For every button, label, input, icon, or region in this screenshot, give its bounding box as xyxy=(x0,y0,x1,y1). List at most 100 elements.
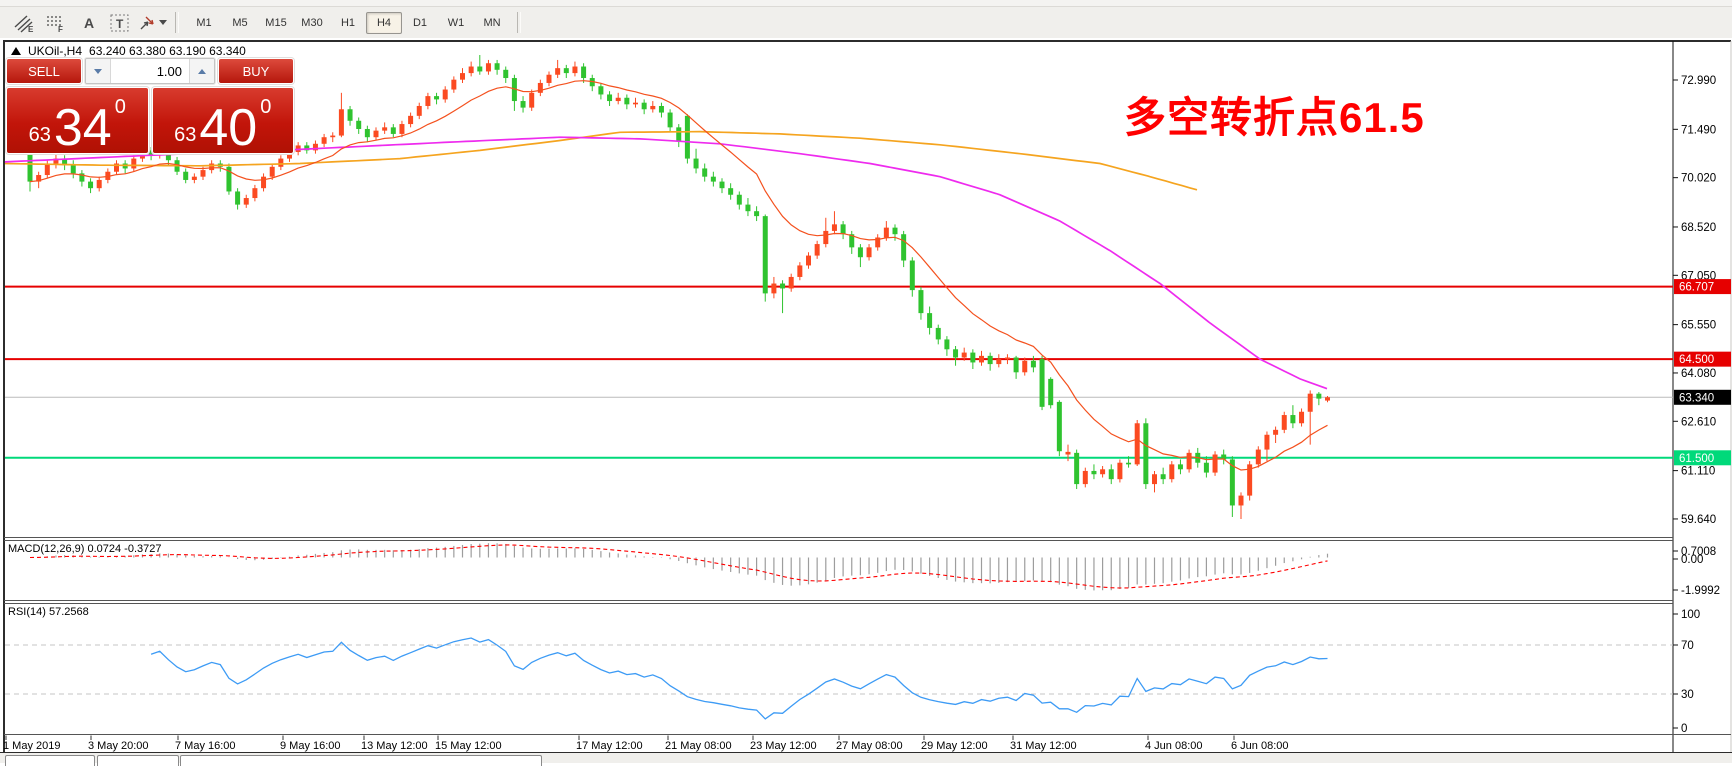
svg-text:71.490: 71.490 xyxy=(1681,124,1716,136)
svg-text:64.500: 64.500 xyxy=(1679,354,1714,366)
svg-text:3 May 20:00: 3 May 20:00 xyxy=(88,740,149,752)
svg-text:29 May 12:00: 29 May 12:00 xyxy=(921,740,988,752)
svg-text:E: E xyxy=(28,25,34,33)
volume-stepper xyxy=(85,58,215,84)
svg-text:30: 30 xyxy=(1681,689,1694,701)
ma-fast-red xyxy=(29,80,1328,471)
sell-price-main: 34 xyxy=(53,99,112,158)
chart-text-annotation: 多空转折点61.5 xyxy=(1124,94,1425,141)
svg-text:63.340: 63.340 xyxy=(1679,392,1714,404)
symbol-period-label: UKOil-,H4 xyxy=(28,44,83,58)
shapes-arrows-icon xyxy=(140,16,154,29)
svg-text:23 May 12:00: 23 May 12:00 xyxy=(750,740,817,752)
fibonacci-tool-button[interactable]: F xyxy=(40,10,72,35)
dropdown-caret-icon xyxy=(158,20,167,25)
svg-text:27 May 08:00: 27 May 08:00 xyxy=(836,740,903,752)
svg-text:66.707: 66.707 xyxy=(1679,282,1714,294)
buy-button[interactable]: BUY xyxy=(218,58,294,84)
tf-button-m1[interactable]: M1 xyxy=(196,16,212,29)
svg-text:A: A xyxy=(84,15,94,31)
chart-tab-bar xyxy=(0,752,1732,766)
text-label-icon: A xyxy=(84,15,94,31)
svg-text:0.00: 0.00 xyxy=(1681,554,1703,566)
svg-text:-1.9992: -1.9992 xyxy=(1681,585,1720,597)
svg-text:21 May 08:00: 21 May 08:00 xyxy=(665,740,732,752)
symbol-marker-icon xyxy=(11,47,21,55)
candlesticks xyxy=(27,55,1330,519)
macd-indicator-label: MACD(12,26,9) 0.0724 -0.3727 xyxy=(8,543,162,555)
svg-text:F: F xyxy=(58,25,63,33)
svg-text:68.520: 68.520 xyxy=(1681,222,1716,234)
chart-title: UKOil-,H4 63.240 63.380 63.190 63.340 xyxy=(11,44,246,58)
svg-text:65.550: 65.550 xyxy=(1681,320,1716,332)
ma-slow-yellow xyxy=(4,130,1198,191)
svg-text:61.500: 61.500 xyxy=(1679,453,1714,465)
svg-text:62.610: 62.610 xyxy=(1681,416,1716,428)
tf-button-h4[interactable]: H4 xyxy=(366,11,402,34)
chart-tab[interactable] xyxy=(97,755,179,766)
chart-tab[interactable] xyxy=(180,755,542,766)
buy-price-prefix: 63 xyxy=(174,124,197,146)
svg-text:0: 0 xyxy=(1681,723,1687,735)
toolbar-separator xyxy=(517,12,521,33)
svg-text:72.990: 72.990 xyxy=(1681,75,1716,87)
svg-text:17 May 12:00: 17 May 12:00 xyxy=(576,740,643,752)
svg-text:70.020: 70.020 xyxy=(1681,173,1716,185)
tf-button-mn[interactable]: MN xyxy=(483,16,501,29)
time-axis: 1 May 2019 3 May 20:00 7 May 16:00 9 May 16… xyxy=(3,735,1289,752)
svg-text:7 May 16:00: 7 May 16:00 xyxy=(175,740,236,752)
main-toolbar: E F A T M1 M5 M15 M30 H1 H4 D1 W1 MN xyxy=(0,7,1732,38)
volume-increase-button[interactable] xyxy=(189,59,214,83)
one-click-trading-panel: SELL BUY 63 34 0 63 40 0 xyxy=(6,58,294,154)
svg-text:31 May 12:00: 31 May 12:00 xyxy=(1010,740,1077,752)
rsi-indicator-label: RSI(14) 57.2568 xyxy=(8,606,89,618)
svg-text:61.110: 61.110 xyxy=(1681,466,1715,478)
sell-price-sup: 0 xyxy=(114,96,126,118)
svg-text:70: 70 xyxy=(1681,640,1694,652)
tf-button-h1[interactable]: H1 xyxy=(340,16,356,29)
sell-price-prefix: 63 xyxy=(28,124,51,146)
buy-price-sup: 0 xyxy=(260,96,272,118)
top-partial-toolbar xyxy=(0,0,1732,7)
channels-tool-button[interactable]: E xyxy=(8,10,40,35)
macd-signal-line xyxy=(29,544,1328,589)
tf-button-d1[interactable]: D1 xyxy=(412,16,428,29)
arrow-up-icon xyxy=(198,68,206,74)
buy-price-main: 40 xyxy=(199,99,258,158)
rsi-panel: 100 70 30 0 xyxy=(5,609,1700,735)
volume-decrease-button[interactable] xyxy=(86,59,111,83)
svg-text:15 May 12:00: 15 May 12:00 xyxy=(435,740,502,752)
price-level-lines xyxy=(5,285,1673,459)
svg-text:T: T xyxy=(116,17,124,31)
text-label-tool-button[interactable]: A xyxy=(72,10,104,35)
tf-button-m5[interactable]: M5 xyxy=(232,16,248,29)
toolbar-separator xyxy=(175,12,179,33)
svg-text:6 Jun 08:00: 6 Jun 08:00 xyxy=(1231,740,1289,752)
buy-price-display[interactable]: 63 40 0 xyxy=(151,87,294,158)
arrow-down-icon xyxy=(94,68,102,74)
volume-input[interactable] xyxy=(111,59,189,83)
svg-text:1 May 2019: 1 May 2019 xyxy=(3,740,60,752)
tf-button-m15[interactable]: M15 xyxy=(265,16,287,29)
svg-text:9 May 16:00: 9 May 16:00 xyxy=(280,740,341,752)
sell-button[interactable]: SELL xyxy=(6,58,82,84)
price-axis: 72.99071.49070.02068.52067.05065.55064.0… xyxy=(1673,75,1731,526)
tf-button-m30[interactable]: M30 xyxy=(301,16,323,29)
sell-price-display[interactable]: 63 34 0 xyxy=(6,87,149,154)
channels-icon: E xyxy=(14,14,34,33)
svg-text:59.640: 59.640 xyxy=(1681,514,1716,526)
rsi-line xyxy=(150,637,1328,720)
text-box-icon: T xyxy=(110,14,129,31)
svg-text:0.7008: 0.7008 xyxy=(1681,546,1716,558)
svg-text:4 Jun 08:00: 4 Jun 08:00 xyxy=(1145,740,1203,752)
shapes-tool-button[interactable] xyxy=(136,10,168,35)
svg-text:100: 100 xyxy=(1681,609,1700,621)
ohlc-values: 63.240 63.380 63.190 63.340 xyxy=(89,44,246,58)
chart-tab[interactable] xyxy=(5,755,95,766)
tf-button-w1[interactable]: W1 xyxy=(447,16,465,29)
text-box-tool-button[interactable]: T xyxy=(104,10,136,35)
fibonacci-icon: F xyxy=(47,15,63,33)
svg-text:13 May 12:00: 13 May 12:00 xyxy=(361,740,428,752)
